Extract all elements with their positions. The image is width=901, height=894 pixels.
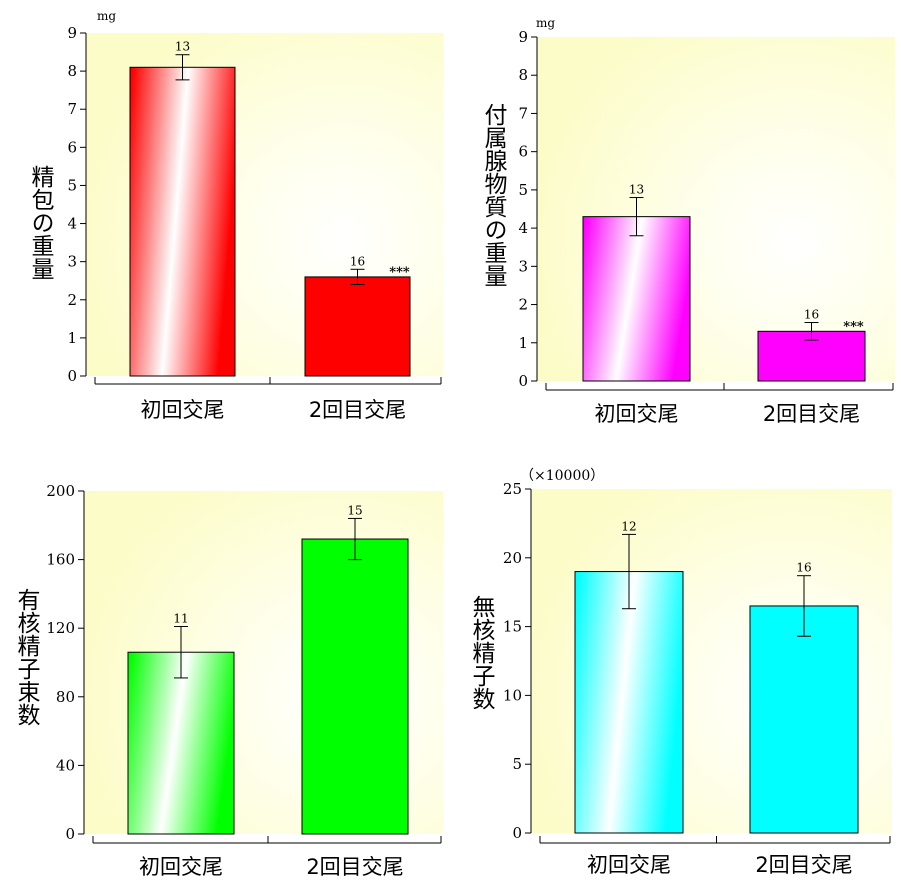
- chart-panel-2: 0 1 2 3 4 5 6 7 8 9 初回交尾 2回目交尾 13 16 *** mg 付属腺物質の重量: [480, 16, 895, 426]
- unit-label-mg: mg: [97, 9, 116, 23]
- y-tick-label: 6: [518, 143, 528, 161]
- y-tick-label: 2: [518, 296, 528, 314]
- y-tick-label: 120: [46, 619, 75, 637]
- y-tick-label: 15: [503, 618, 522, 636]
- y-tick-label: 0: [518, 372, 528, 390]
- bar: [749, 605, 859, 834]
- sample-size-label: 15: [347, 503, 362, 517]
- unit-label-mg: mg: [536, 16, 555, 30]
- y-tick-label: 1: [518, 334, 528, 352]
- y-tick-label: 4: [67, 215, 77, 233]
- sample-size-label: 13: [175, 40, 190, 54]
- y-tick-label: 10: [503, 686, 522, 704]
- sample-size-label: 16: [796, 561, 811, 575]
- chart-panel-1: 0 1 2 3 4 5 6 7 8 9 初回交尾 2回目交尾 13 16 *** mg 精包の重量: [27, 9, 443, 422]
- y-tick-label: 9: [518, 28, 528, 46]
- unit-label-x10000: （×10000）: [520, 468, 604, 484]
- y-tick-label: 6: [67, 138, 77, 156]
- category-label: 初回交尾: [595, 402, 679, 426]
- y-tick-label: 40: [56, 756, 75, 774]
- significance-marker: ***: [843, 319, 864, 334]
- sample-size-label: 13: [629, 183, 644, 197]
- chart-panel-3: 0 40 80 120 160 200 初回交尾 2回目交尾 11 15 有核精子束数: [13, 482, 443, 879]
- y-axis-label: 有核精子束数: [13, 588, 41, 726]
- y-tick-label: 200: [46, 482, 75, 500]
- y-tick-label: 1: [67, 329, 77, 347]
- y-tick-label: 80: [56, 688, 75, 706]
- bar: [301, 538, 409, 835]
- y-axis-label: 付属腺物質の重量: [480, 103, 508, 287]
- bar: [127, 651, 235, 835]
- category-label: 初回交尾: [139, 855, 223, 879]
- significance-marker: ***: [389, 265, 410, 280]
- sample-size-label: 16: [350, 254, 365, 268]
- y-axis-label: 無核精子数: [468, 595, 496, 710]
- y-axis-label: 精包の重量: [27, 165, 55, 280]
- y-tick-label: 20: [503, 549, 522, 567]
- sample-size-label: 12: [621, 519, 636, 533]
- y-tick-label: 5: [67, 176, 77, 194]
- y-tick-label: 7: [518, 104, 528, 122]
- y-tick-label: 8: [67, 62, 77, 80]
- y-tick-label: 25: [503, 480, 522, 498]
- category-label: 2回目交尾: [763, 402, 860, 426]
- y-tick-label: 8: [518, 66, 528, 84]
- y-tick-label: 0: [512, 824, 522, 842]
- bar: [582, 216, 691, 382]
- y-tick-label: 7: [67, 100, 77, 118]
- category-label: 初回交尾: [587, 853, 671, 877]
- y-tick-label: 5: [512, 755, 522, 773]
- y-tick-label: 3: [67, 253, 77, 271]
- category-label: 2回目交尾: [755, 853, 852, 877]
- y-tick-label: 0: [67, 367, 77, 385]
- category-label: 2回目交尾: [309, 398, 406, 422]
- sample-size-label: 11: [173, 611, 188, 625]
- y-tick-label: 3: [518, 257, 528, 275]
- y-tick-label: 9: [67, 24, 77, 42]
- bar: [129, 66, 236, 377]
- chart-panel-4: 0 5 10 15 20 25 初回交尾 2回目交尾 12 16 （×10000） 無核精子数: [468, 468, 892, 877]
- y-tick-label: 0: [65, 825, 75, 843]
- sample-size-label: 16: [804, 308, 819, 322]
- y-tick-label: 160: [46, 551, 75, 569]
- y-tick-label: 5: [518, 181, 528, 199]
- category-label: 2回目交尾: [306, 855, 403, 879]
- y-tick-label: 4: [518, 219, 528, 237]
- bar: [574, 571, 684, 834]
- bar: [304, 276, 411, 377]
- category-label: 初回交尾: [141, 398, 225, 422]
- y-tick-label: 2: [67, 291, 77, 309]
